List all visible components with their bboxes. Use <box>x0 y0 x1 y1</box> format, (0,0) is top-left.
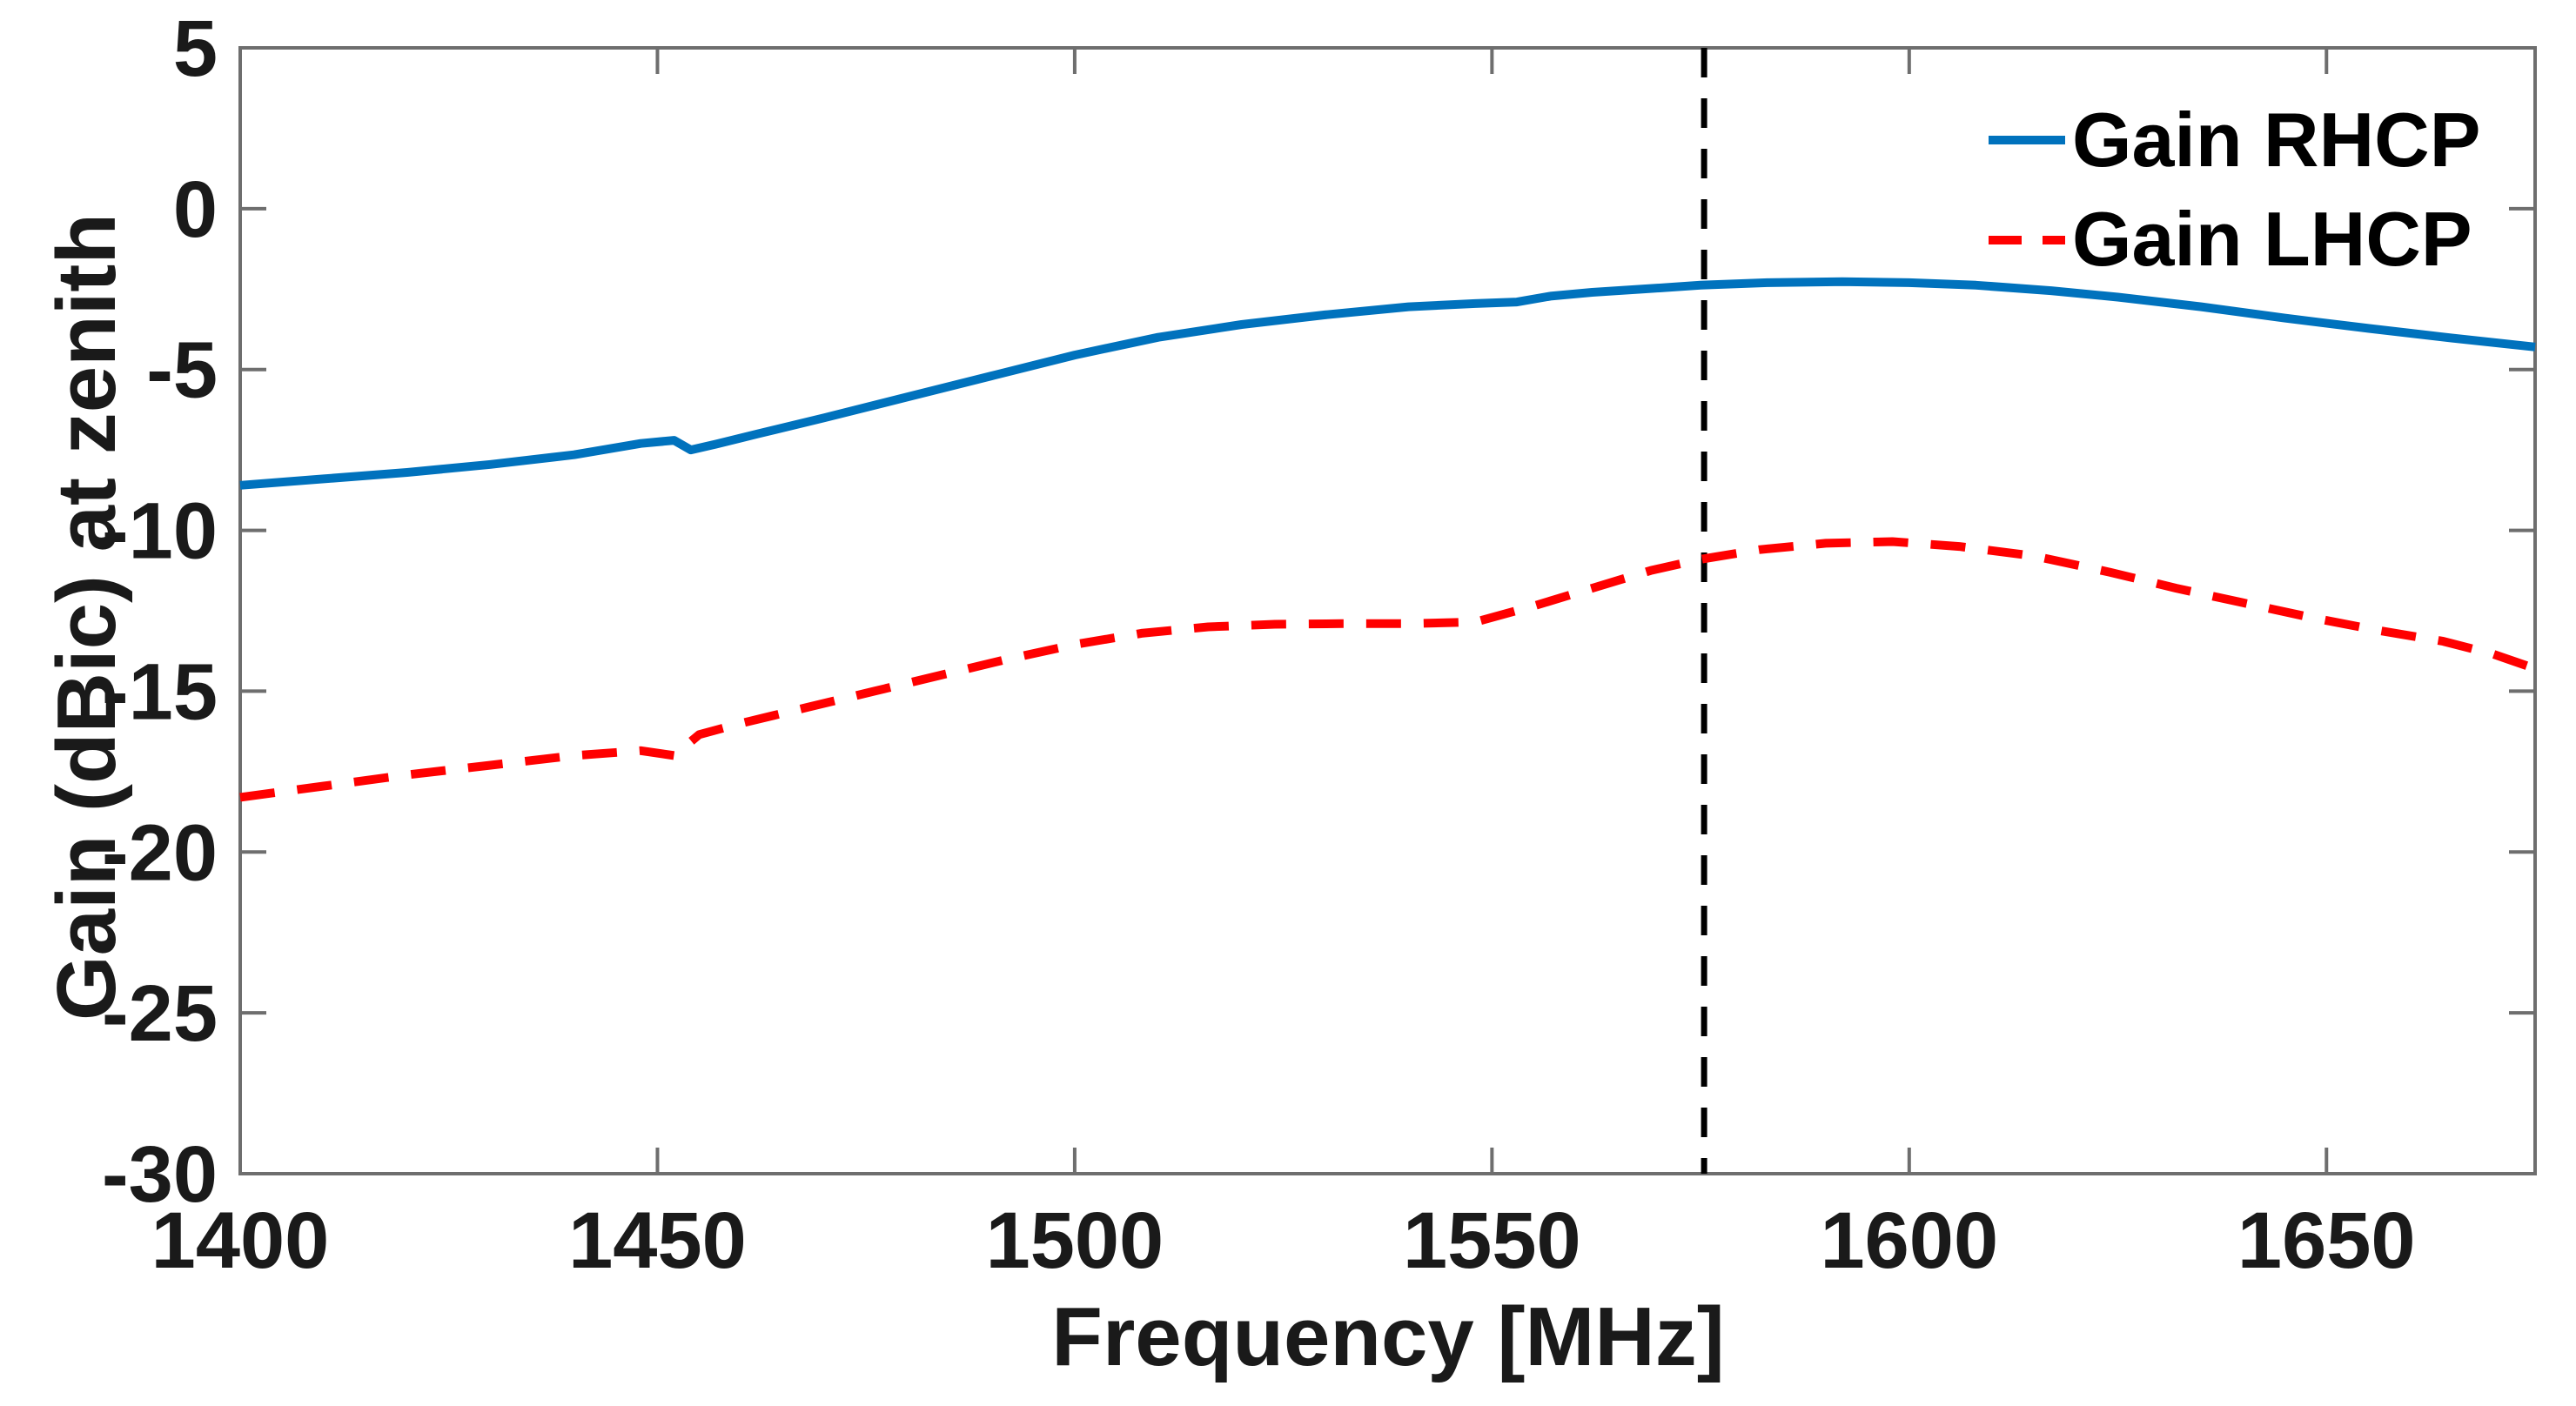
legend-item-lhcp: Gain LHCP <box>1989 196 2480 283</box>
y-tick-label: -15 <box>102 647 218 736</box>
series-line-gain-rhcp <box>239 277 2536 490</box>
x-tick-label: 1400 <box>151 1196 330 1285</box>
y-tick-label: -30 <box>102 1130 218 1219</box>
legend-label-rhcp: Gain RHCP <box>2072 97 2481 183</box>
y-tick-label: 5 <box>173 4 218 93</box>
y-axis-label: Gain (dBic) at zenith <box>40 212 133 1021</box>
rhcp-solid-line-swatch <box>1989 136 2065 145</box>
legend: Gain RHCP Gain LHCP <box>1989 97 2481 283</box>
x-tick-label: 1600 <box>1820 1196 1998 1285</box>
x-tick-label: 1450 <box>568 1196 747 1285</box>
x-tick-label: 1500 <box>986 1196 1164 1285</box>
legend-label-lhcp: Gain LHCP <box>2072 196 2472 283</box>
y-tick-label: -25 <box>102 969 218 1058</box>
axes-box <box>238 46 2537 1175</box>
y-tick-label: -5 <box>146 326 218 415</box>
y-tick-label: -20 <box>102 808 218 897</box>
x-tick-label: 1550 <box>1403 1196 1581 1285</box>
y-tick-label: 0 <box>173 165 218 254</box>
series-line-gain-lhcp <box>239 537 2537 802</box>
legend-item-rhcp: Gain RHCP <box>1989 97 2481 183</box>
x-tick-label: 1650 <box>2237 1196 2416 1285</box>
y-tick-label: -10 <box>102 487 218 576</box>
x-axis-label: Frequency [MHz] <box>1051 1290 1725 1383</box>
lhcp-dashed-line-swatch <box>1989 235 2065 244</box>
